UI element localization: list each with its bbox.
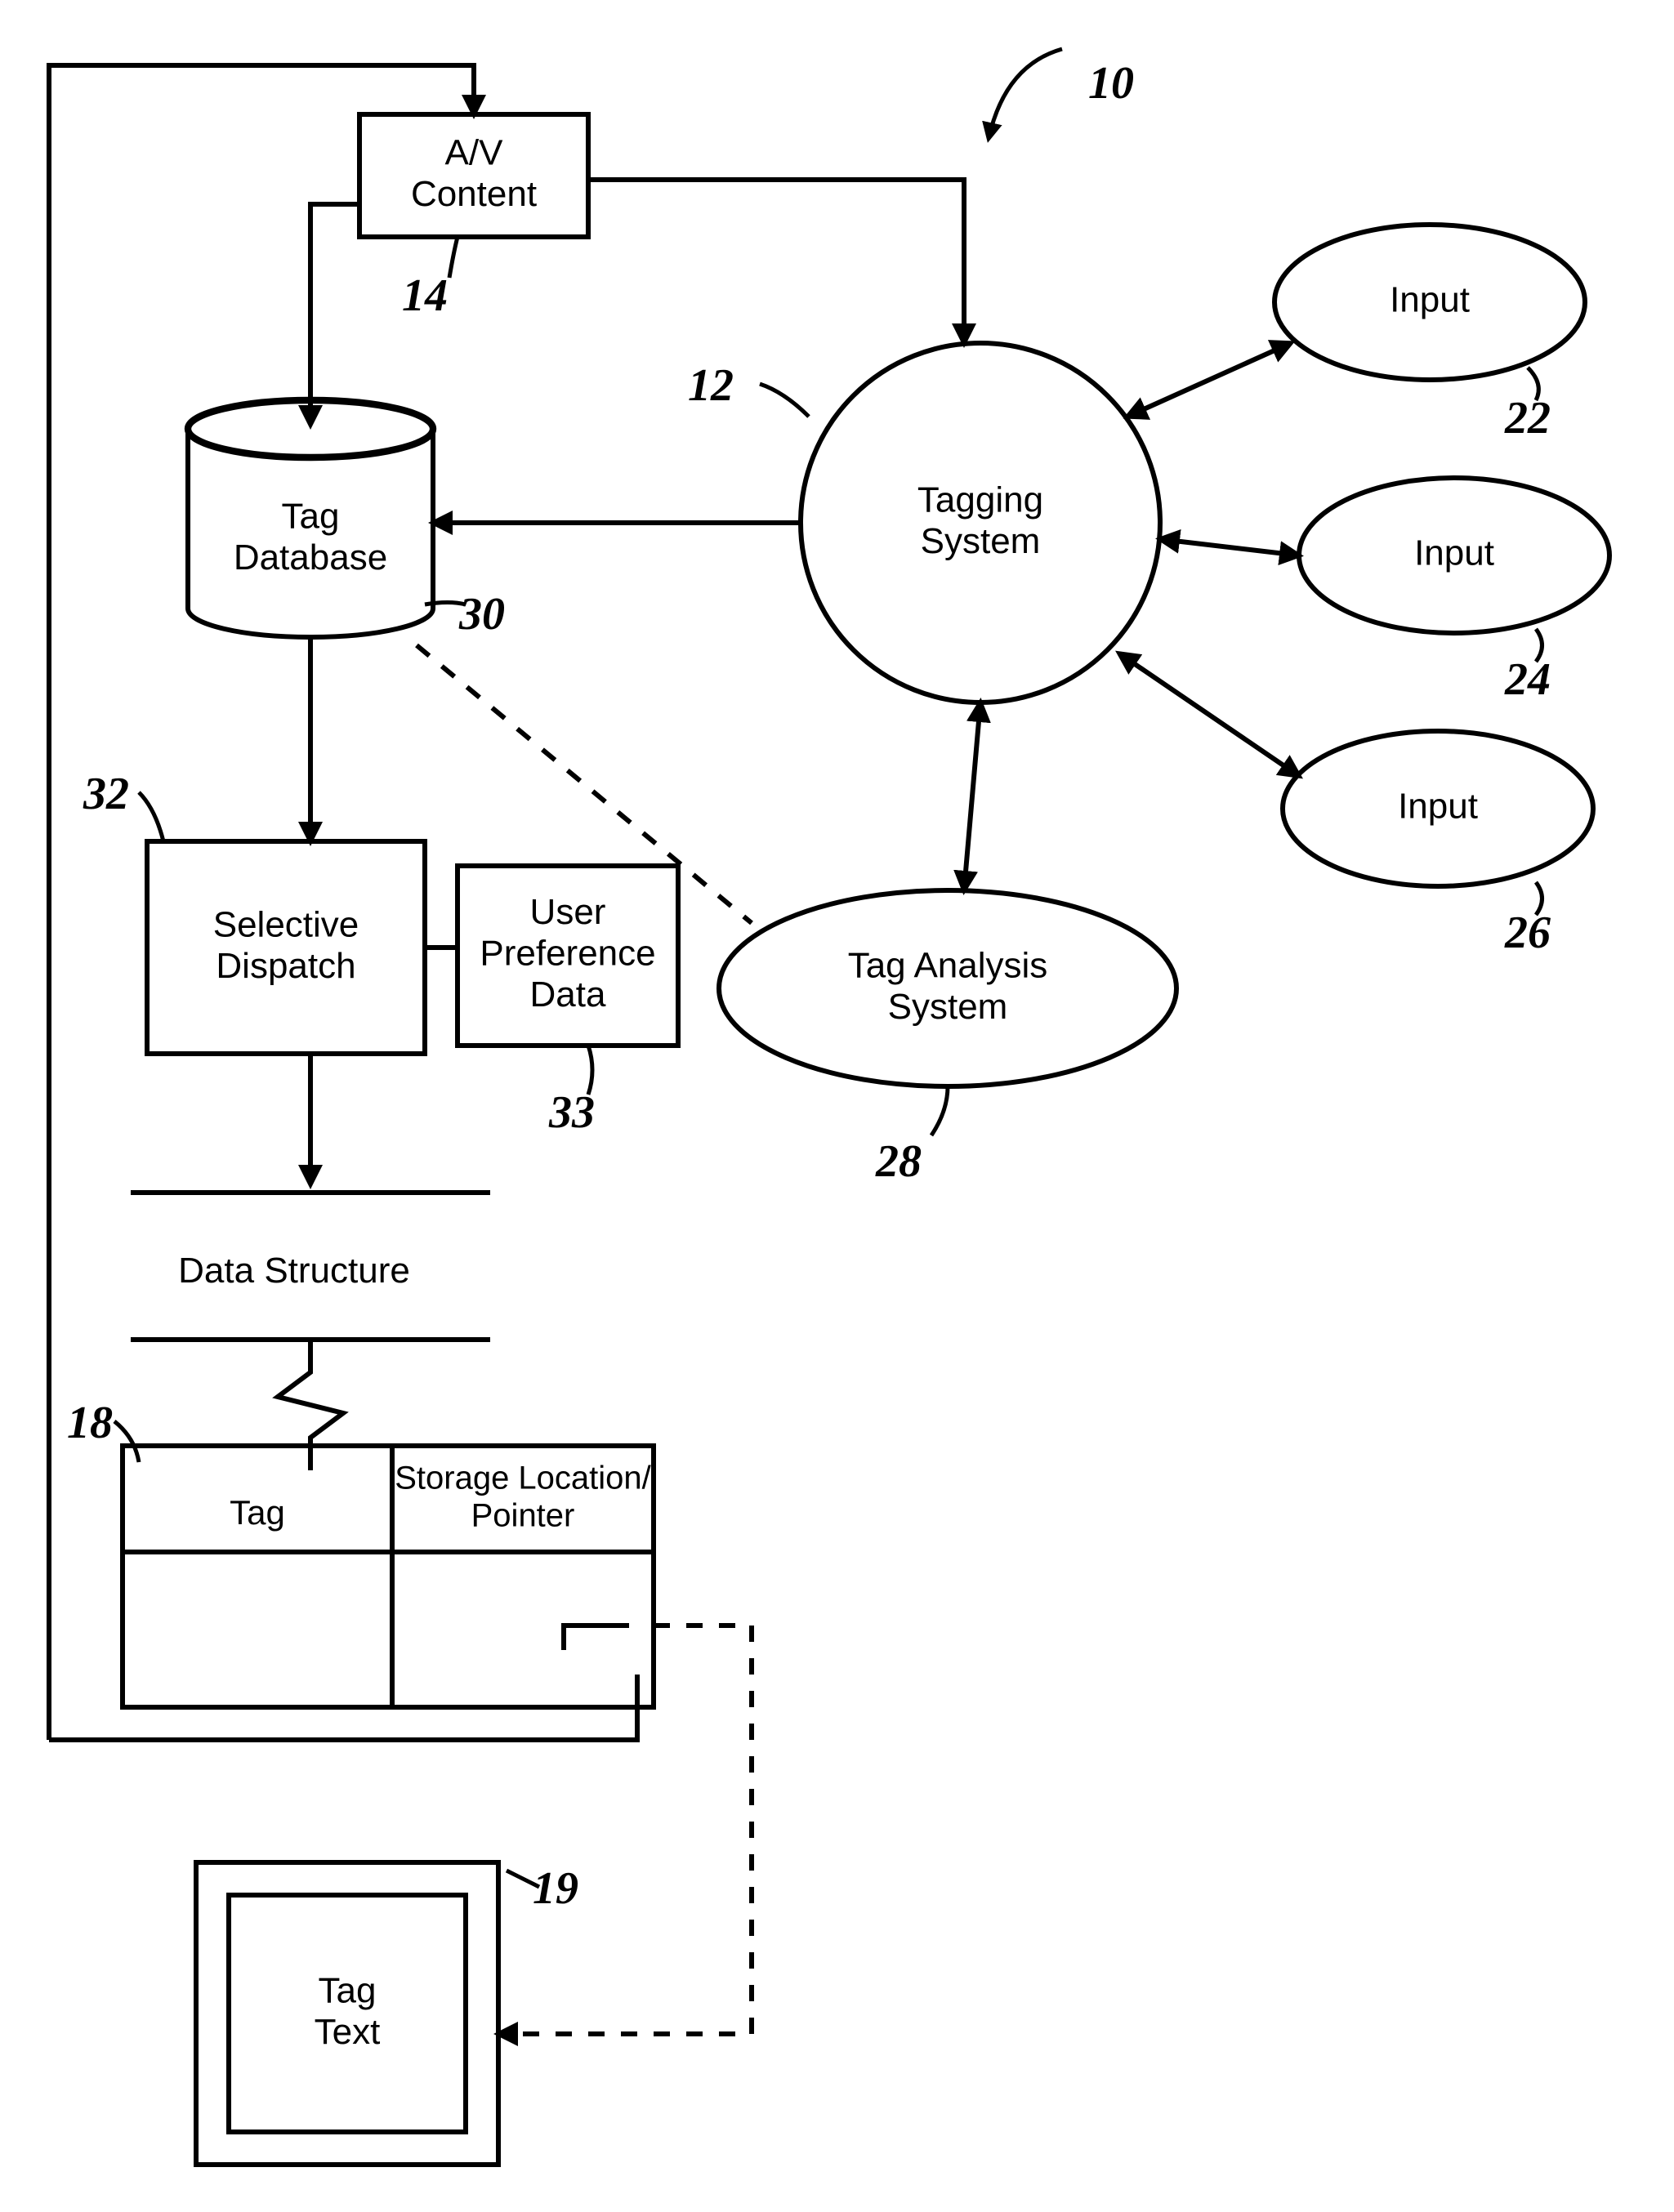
svg-text:Tag: Tag — [319, 1970, 377, 2010]
svg-text:System: System — [921, 521, 1041, 561]
svg-text:Tag: Tag — [230, 1493, 285, 1532]
svg-text:33: 33 — [548, 1087, 595, 1138]
svg-text:Input: Input — [1390, 280, 1470, 320]
svg-text:Selective: Selective — [213, 904, 359, 944]
svg-text:28: 28 — [875, 1136, 922, 1187]
svg-text:Text: Text — [315, 2012, 381, 2052]
svg-text:12: 12 — [688, 360, 734, 411]
svg-text:Data Structure: Data Structure — [178, 1251, 410, 1291]
svg-text:Input: Input — [1398, 787, 1478, 827]
svg-text:Storage Location/: Storage Location/ — [395, 1461, 651, 1496]
svg-text:Tag: Tag — [282, 496, 340, 536]
svg-text:14: 14 — [402, 270, 448, 321]
svg-text:22: 22 — [1504, 393, 1551, 444]
svg-text:Preference: Preference — [480, 934, 655, 974]
svg-text:18: 18 — [67, 1398, 113, 1448]
svg-text:24: 24 — [1504, 654, 1551, 705]
svg-text:Input: Input — [1414, 533, 1494, 573]
svg-text:Content: Content — [411, 174, 537, 214]
svg-text:32: 32 — [83, 769, 129, 819]
svg-text:Dispatch: Dispatch — [216, 946, 355, 986]
svg-text:User: User — [530, 892, 606, 932]
svg-text:Tagging: Tagging — [917, 479, 1043, 520]
svg-text:Pointer: Pointer — [471, 1498, 575, 1534]
svg-text:Tag Analysis: Tag Analysis — [848, 945, 1048, 985]
svg-text:10: 10 — [1088, 58, 1134, 109]
svg-text:26: 26 — [1504, 908, 1551, 958]
svg-text:19: 19 — [533, 1863, 578, 1914]
svg-text:30: 30 — [458, 589, 505, 640]
svg-text:Data: Data — [530, 974, 606, 1015]
svg-text:A/V: A/V — [445, 132, 504, 172]
svg-text:Database: Database — [234, 537, 387, 578]
svg-text:System: System — [888, 987, 1008, 1027]
